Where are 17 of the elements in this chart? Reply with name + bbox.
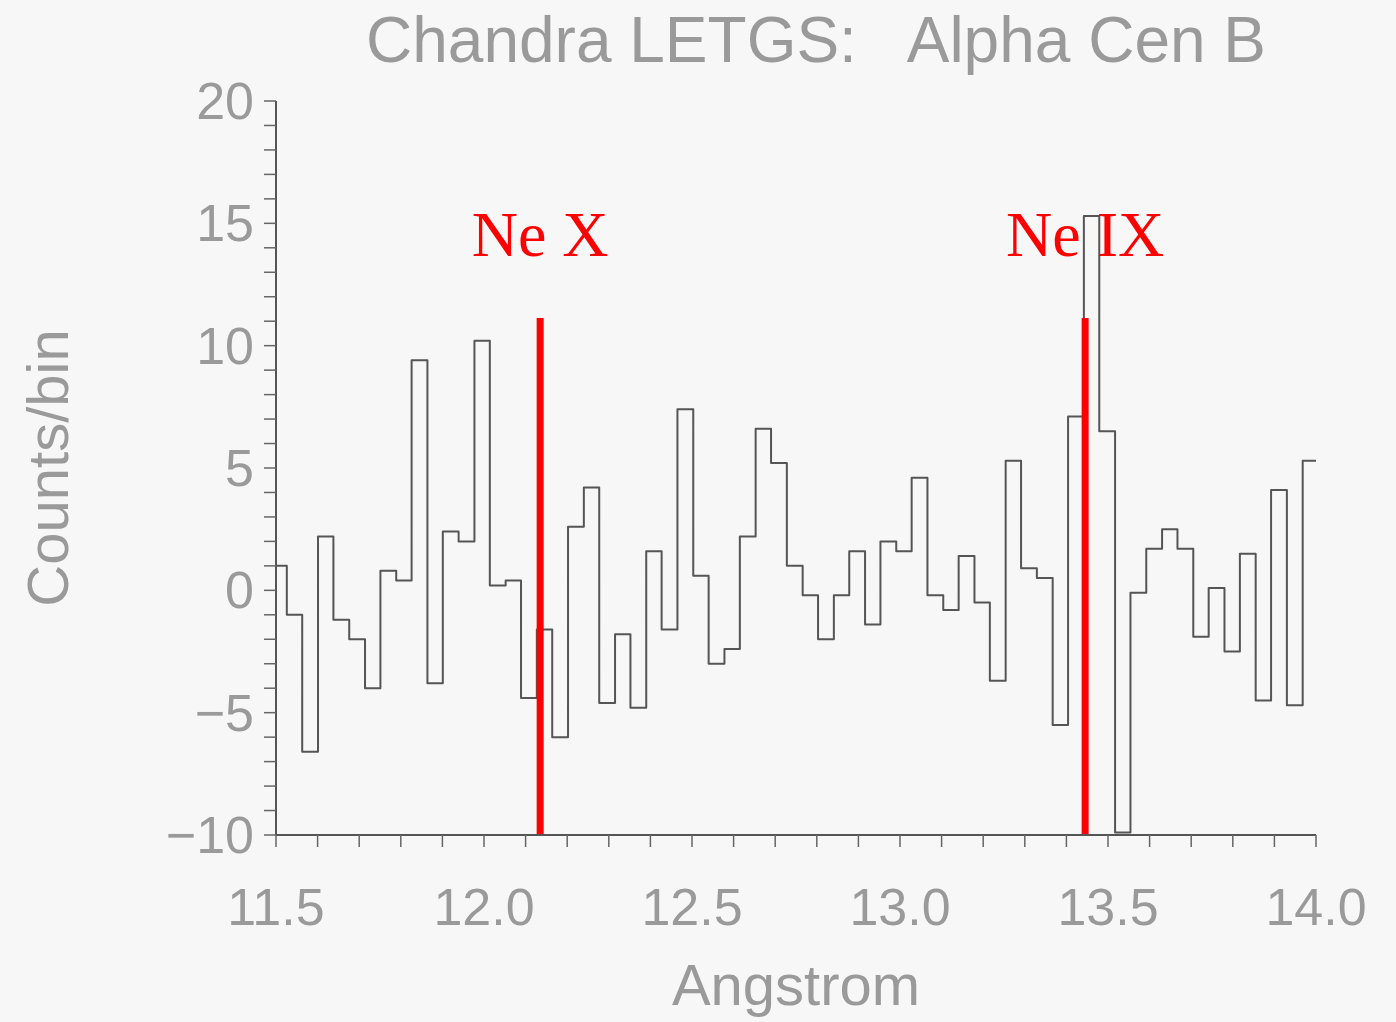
- x-tick-label: 13.0: [849, 878, 951, 936]
- y-tick-label: −10: [165, 806, 254, 864]
- y-tick-label: 10: [196, 316, 254, 375]
- y-tick-label: 0: [225, 561, 254, 620]
- x-tick-label: 12.0: [433, 878, 535, 936]
- chart-title: Chandra LETGS: Alpha Cen B: [365, 4, 1267, 76]
- x-tick-label: 14.0: [1265, 878, 1367, 936]
- x-axis-title: Angstrom: [671, 952, 921, 1017]
- y-axis-title: Counts/bin: [15, 329, 80, 607]
- y-tick-label: 20: [196, 72, 254, 130]
- y-tick-label: 15: [196, 194, 254, 253]
- x-tick-label: 11.5: [227, 878, 325, 936]
- ref-line-label: Ne X: [471, 199, 609, 270]
- y-tick-label: 5: [225, 439, 254, 497]
- x-tick-label: 12.5: [641, 878, 743, 936]
- y-tick-label: −5: [194, 683, 254, 742]
- x-tick-label: 13.5: [1057, 878, 1159, 936]
